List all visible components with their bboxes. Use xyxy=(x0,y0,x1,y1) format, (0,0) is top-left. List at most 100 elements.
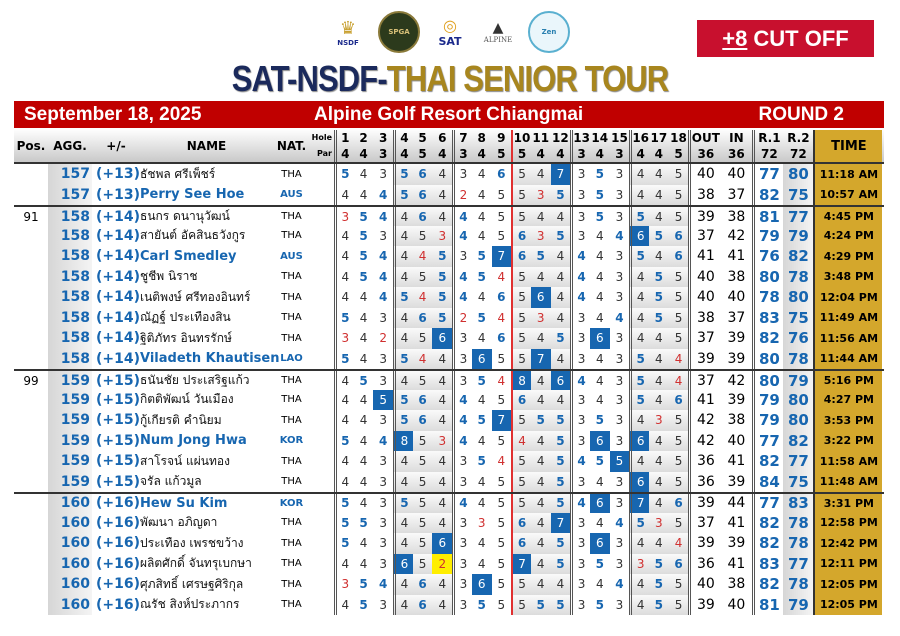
out-total: 39 xyxy=(688,594,720,615)
hole-8-score: 5 xyxy=(477,373,486,388)
nationality: THA xyxy=(281,271,302,283)
position xyxy=(14,494,48,513)
hole-18-score: 5 xyxy=(668,471,689,492)
hole-14-score: 4 xyxy=(595,351,604,366)
spacer xyxy=(310,410,334,431)
round1-score: 76 xyxy=(752,246,783,267)
hole-6-score: 4 xyxy=(432,207,453,226)
round1-score: 77 xyxy=(752,164,783,185)
hole-17-score: 4 xyxy=(649,494,669,513)
nationality: THA xyxy=(281,211,302,222)
out-total: 40 xyxy=(688,266,720,287)
player-row: 99 159 (+15) ธนันชัย ประเสริฐแก้ว THA 4 5 3 4 5 4 3… xyxy=(14,369,884,390)
hole-7-score: 3 xyxy=(452,246,472,267)
hole-2-score: 4 xyxy=(359,290,368,305)
hole-14-score: 5 xyxy=(595,187,604,202)
player-name: กิตติพัฒน์ วันเมือง xyxy=(140,392,234,407)
hole-17-score: 3 xyxy=(649,512,669,533)
player-row: 159 (+15) จรัล แก้วมูล THA 4 4 3 4 5 4 3 4 5 5 4 5 3 4 3 6 4… xyxy=(14,471,884,492)
hole-4-score: 5 xyxy=(393,494,413,513)
position xyxy=(14,595,48,616)
hole-12-score: 5 xyxy=(550,594,571,615)
player-name: ธนกร ดนานุวัฒน์ xyxy=(140,209,230,223)
tee-time: 3:31 PM xyxy=(813,494,883,513)
hole-18-score: 5 xyxy=(668,430,689,451)
in-total: 40 xyxy=(727,596,746,613)
aggregate-score: 158 xyxy=(48,328,92,349)
hole-8-score: 3 xyxy=(477,515,486,530)
round2-score: 75 xyxy=(783,307,814,328)
hole-2-score: 4 xyxy=(359,351,368,366)
plus-minus: (+16) xyxy=(96,596,141,613)
hole-14-score: 4 xyxy=(595,249,604,264)
hole-1-score: 4 xyxy=(334,266,354,287)
nsdf-logo: ♛ NSDF xyxy=(337,17,359,47)
hole-16-score: 5 xyxy=(629,246,649,267)
hole-12-score: 4 xyxy=(550,287,571,308)
hole-11-score: 3 xyxy=(530,184,551,205)
plus-minus: (+15) xyxy=(96,372,141,389)
round2-score: 76 xyxy=(783,328,814,349)
hole-3-score: 3 xyxy=(379,373,388,388)
aggregate-score: 159 xyxy=(48,410,92,431)
hole-7-score: 3 xyxy=(452,533,472,554)
hole-9-score: 5 xyxy=(497,187,506,202)
round1-score: 83 xyxy=(752,553,783,574)
player-row: 158 (+14) ณัฏฐ์ ประเทืองสิน THA 5 4 3 4 6 5 2 5 4 5 3 4… xyxy=(14,307,884,328)
hole-14-score: 5 xyxy=(595,597,604,612)
round2-score: 83 xyxy=(783,494,814,513)
player-row: 159 (+15) กิตติพัฒน์ วันเมือง THA 4 4 5 5 6 4 4 4 5 6… xyxy=(14,389,884,410)
player-row: 159 (+15) Num Jong Hwa KOR 5 4 4 8 5 3 4 4 5 4 4 5 3 6 3 6 4… xyxy=(14,430,884,452)
player-row: 160 (+16) ศุภสิทธิ์ เศรษฐศิริกุล THA 3 5 4 4 6 4 3… xyxy=(14,574,884,595)
aggregate-score: 158 xyxy=(48,207,92,226)
spacer xyxy=(310,595,334,616)
tee-time: 12:05 PM xyxy=(813,594,883,615)
hole-1-score: 3 xyxy=(334,207,354,226)
hole-3-score: 3 xyxy=(379,310,388,325)
hole-17-score: 4 xyxy=(649,348,669,369)
position xyxy=(14,533,48,554)
in-total: 40 xyxy=(727,289,746,306)
player-name: ฐิติภัทร อินทรรักษ์ xyxy=(140,330,232,345)
tee-time: 12:04 PM xyxy=(813,287,883,308)
hole-7-score: 3 xyxy=(452,574,472,595)
hole-12-score: 4 xyxy=(550,307,571,328)
hole-13-score: 3 xyxy=(570,430,590,451)
position xyxy=(14,431,48,452)
hole-1-score: 4 xyxy=(334,287,354,308)
hole-12-score: 4 xyxy=(550,266,571,287)
tee-time: 4:24 PM xyxy=(813,225,883,246)
round1-score: 82 xyxy=(752,328,783,349)
hole-4-score: 4 xyxy=(393,451,413,472)
hole-3-score: 4 xyxy=(379,577,388,592)
player-name: Hew Su Kim xyxy=(140,495,228,511)
round1-score: 84 xyxy=(752,471,783,492)
hole-16-score: 4 xyxy=(629,266,649,287)
in-total: 41 xyxy=(727,453,746,470)
position xyxy=(14,451,48,472)
round2-score: 79 xyxy=(783,594,814,615)
spacer xyxy=(310,494,334,513)
hole-7-score: 3 xyxy=(452,471,472,492)
hole-17-score: 3 xyxy=(649,410,669,431)
hole-10-score: 7 xyxy=(511,553,531,574)
hole-15-header: 15 3 xyxy=(611,131,628,161)
plus-minus: (+13) xyxy=(96,166,141,183)
hole-7-score: 4 xyxy=(452,207,472,226)
hole-11-score: 4 xyxy=(530,533,551,554)
hole-10-score: 5 xyxy=(511,266,531,287)
hole-11-header: 11 4 xyxy=(532,131,550,161)
hole-10-score: 5 xyxy=(511,328,531,349)
hole-10-score: 5 xyxy=(511,207,531,226)
hole-14-score: 4 xyxy=(595,515,604,530)
hole-18-score: 6 xyxy=(668,225,689,246)
hole-15-score: 4 xyxy=(615,228,624,243)
hole-6-score: 6 xyxy=(432,533,453,554)
hole-7-score: 4 xyxy=(452,266,472,287)
hole-1-score: 4 xyxy=(334,553,354,574)
in-total: 39 xyxy=(727,350,746,367)
hole-16-score: 6 xyxy=(629,430,649,451)
